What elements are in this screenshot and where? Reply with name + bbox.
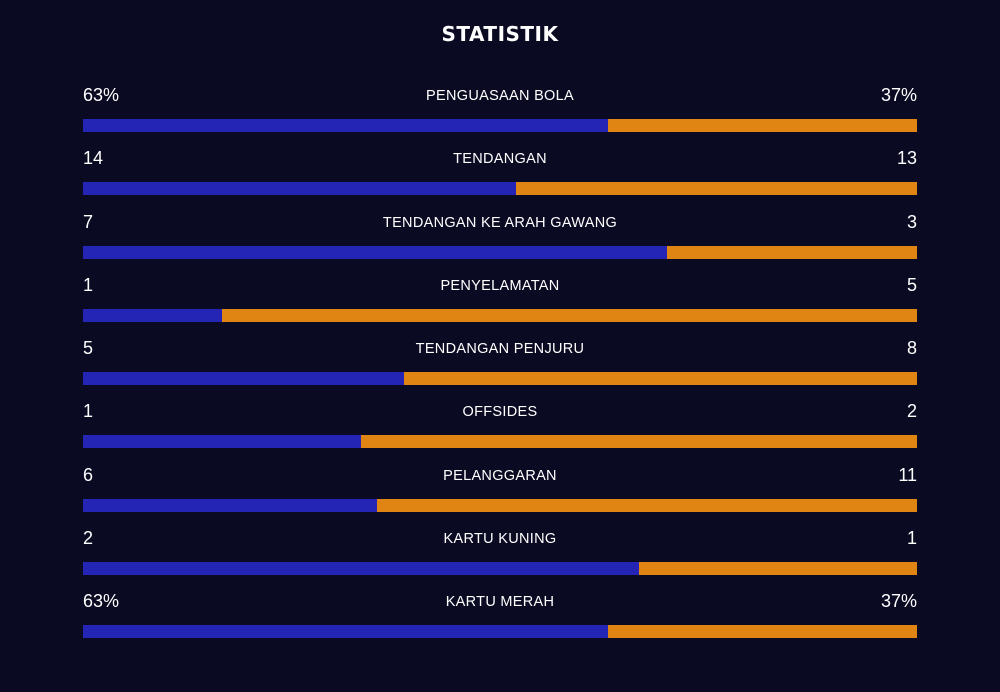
stat-value-home: 1 [83, 274, 94, 295]
stat-bar-home [83, 372, 405, 386]
stat-value-away: 37% [880, 85, 917, 105]
stat-bar-home [83, 435, 361, 449]
stat-value-away: 5 [906, 274, 917, 295]
stat-value-home: 14 [83, 148, 104, 169]
stat-label: TENDANGAN KE ARAH GAWANG [382, 214, 618, 231]
stat-row: PENGUASAAN BOLA 63% 37% [83, 80, 917, 143]
stat-bar-home [83, 182, 516, 196]
stat-bar [83, 498, 917, 512]
stat-bar-home [83, 308, 223, 322]
stat-label: PENGUASAAN BOLA [426, 88, 574, 104]
stat-label: KARTU KUNING [443, 531, 557, 548]
stat-bar [83, 119, 917, 132]
stat-row: TENDANGAN PENJURU 5 8 [83, 333, 917, 396]
stat-bar-home [83, 245, 667, 259]
stat-value-home: 63% [83, 591, 120, 612]
stat-bar-away [639, 562, 917, 576]
stat-bar-home [83, 562, 640, 576]
stat-value-away: 2 [906, 401, 917, 422]
stat-value-away: 3 [906, 211, 917, 232]
stat-value-home: 63% [83, 85, 120, 105]
stat-label: OFFSIDES [462, 404, 538, 421]
stat-value-home: 5 [83, 338, 94, 359]
stat-label: TENDANGAN [453, 151, 547, 168]
stat-value-away: 37% [880, 591, 917, 612]
stat-row: KARTU MERAH 63% 37% [83, 586, 917, 649]
stat-bar [83, 308, 917, 322]
stat-row: PENYELAMATAN 1 5 [83, 270, 917, 333]
stat-bar-away [608, 625, 917, 639]
stat-row: PELANGGARAN 6 11 [83, 460, 917, 523]
stat-bar-away [608, 119, 917, 132]
stat-bar [83, 182, 917, 196]
stat-bar-home [83, 498, 378, 512]
stat-bar [83, 372, 917, 386]
stat-row: OFFSIDES 1 2 [83, 396, 917, 459]
stat-label: PELANGGARAN [443, 467, 557, 484]
stat-value-home: 1 [83, 401, 94, 422]
panel-title: STATISTIK [441, 22, 559, 46]
stat-value-away: 13 [896, 148, 917, 169]
stat-value-home: 6 [83, 464, 94, 485]
stat-value-home: 2 [83, 528, 94, 549]
stat-row: TENDANGAN 14 13 [83, 143, 917, 206]
stat-bar-away [666, 245, 917, 259]
stat-label: PENYELAMATAN [440, 277, 560, 294]
stat-bar [83, 245, 917, 259]
stat-bar-away [404, 372, 917, 386]
stat-value-away: 11 [898, 464, 917, 485]
stat-label: TENDANGAN PENJURU [415, 341, 585, 358]
stat-row: KARTU KUNING 2 1 [83, 523, 917, 586]
stat-bar [83, 562, 917, 576]
stats-list: PENGUASAAN BOLA 63% 37% TENDANGAN 14 13 TENDAN… [83, 80, 917, 650]
stat-bar [83, 625, 917, 639]
stat-bar-home [83, 625, 609, 639]
stat-bar [83, 435, 917, 449]
stat-value-away: 8 [906, 338, 917, 359]
stat-label: KARTU MERAH [445, 594, 555, 611]
stat-row: TENDANGAN KE ARAH GAWANG 7 3 [83, 207, 917, 270]
stat-bar-away [377, 498, 917, 512]
stat-value-home: 7 [83, 211, 94, 232]
stat-value-away: 1 [906, 528, 917, 549]
stat-bar-away [360, 435, 917, 449]
stat-bar-away [222, 308, 917, 322]
stat-bar-away [515, 182, 917, 196]
stat-bar-home [83, 119, 609, 132]
